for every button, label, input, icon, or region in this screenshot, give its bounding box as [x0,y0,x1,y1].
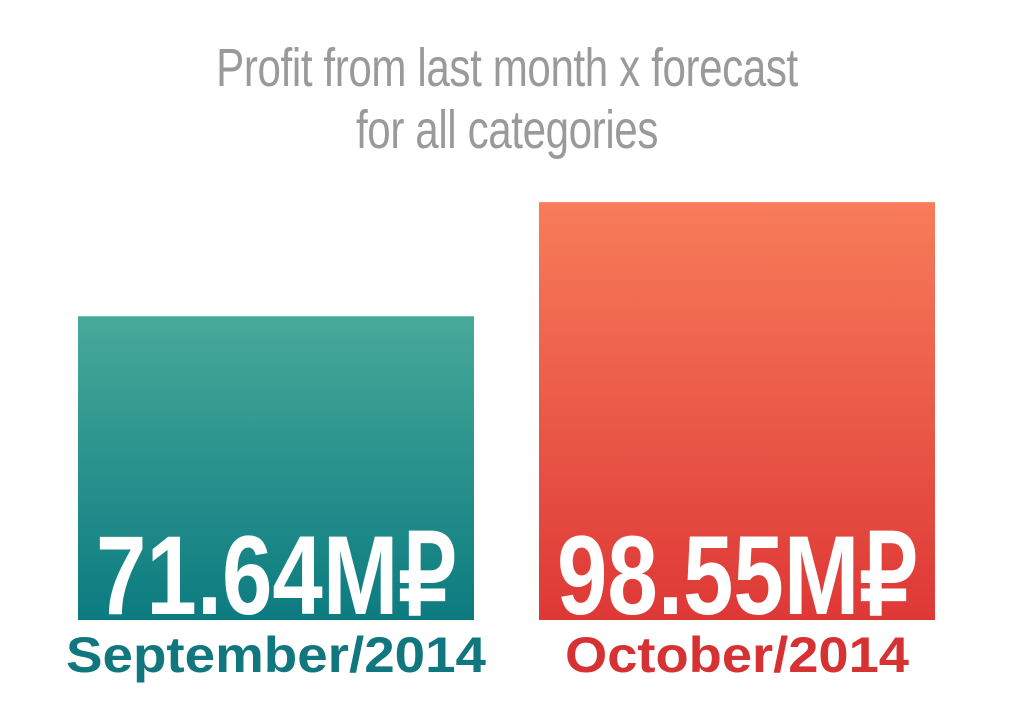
bar-value-label-1: 71.64M₽ [96,513,456,638]
category-label-2: October/2014 [565,627,909,683]
bar-2 [539,202,935,620]
bar-value-label-2: 98.55M₽ [557,513,917,638]
chart-title-line-1: Profit from last month x forecast [216,38,798,98]
category-label-1: September/2014 [66,627,486,683]
bar-1 [78,316,474,620]
chart-title-line-2: for all categories [355,100,659,160]
